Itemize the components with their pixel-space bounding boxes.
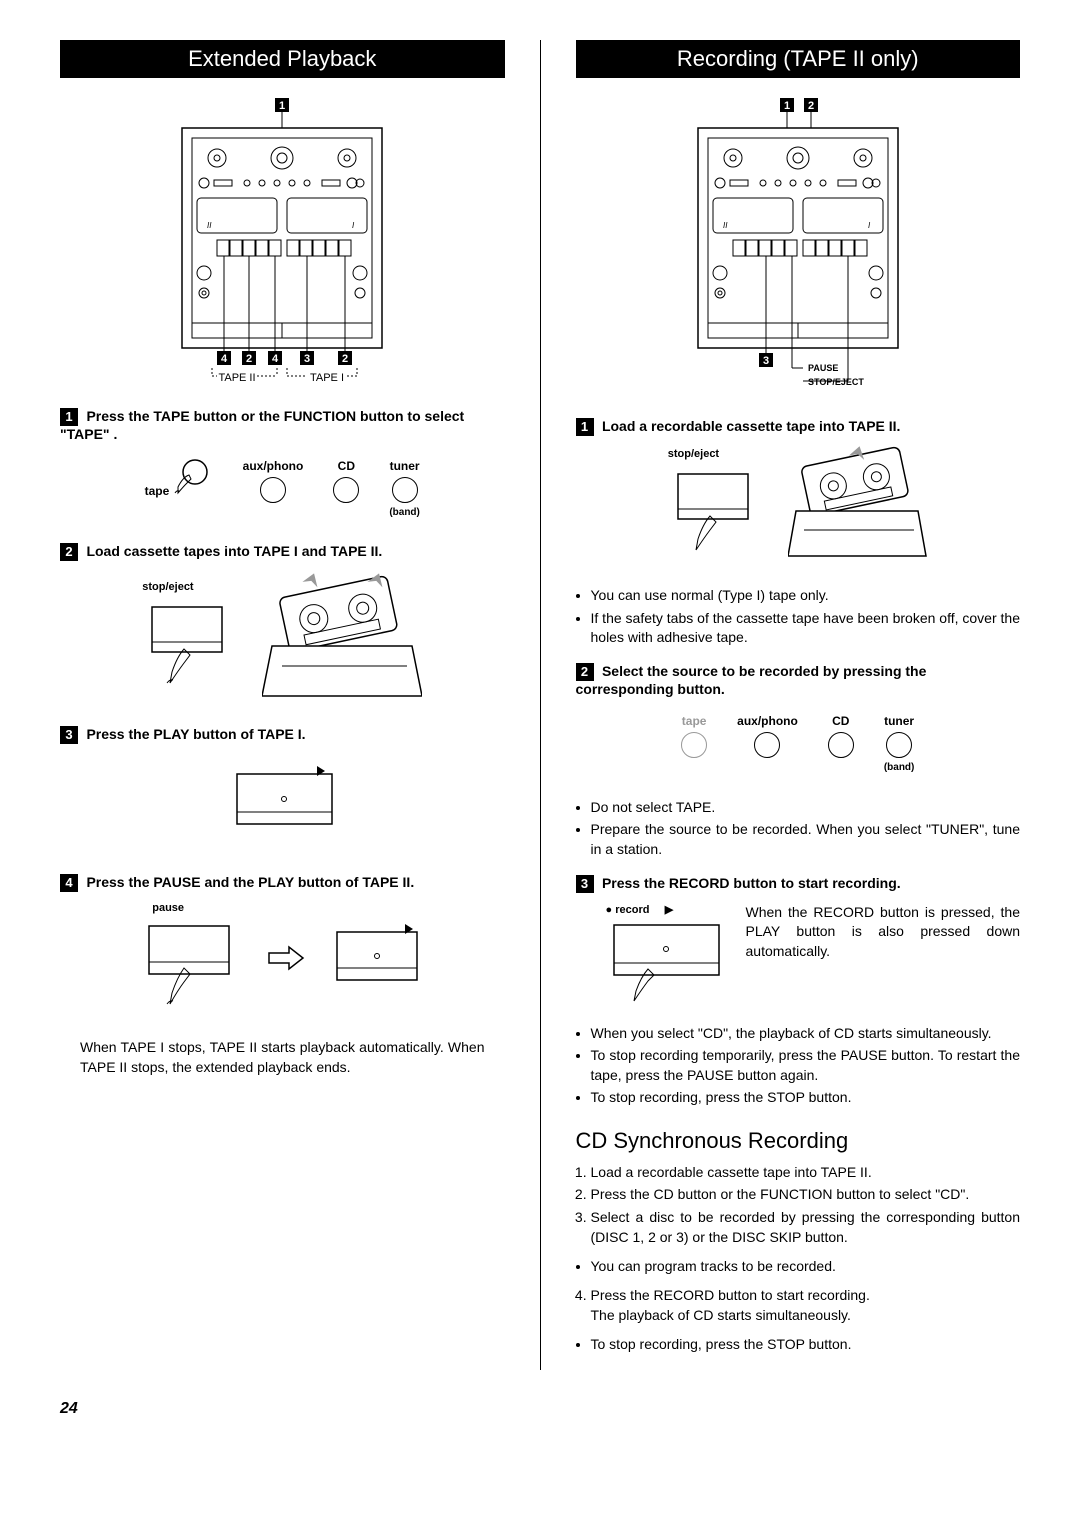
list-item: When you select "CD", the playback of CD… (591, 1024, 1021, 1044)
left-header: Extended Playback (60, 40, 505, 78)
list-item: Select a disc to be recorded by pressing… (591, 1207, 1021, 1248)
svg-text:4: 4 (272, 353, 279, 365)
left-step-4: 4 Press the PAUSE and the PLAY button of… (60, 874, 505, 892)
list-item: Load a recordable cassette tape into TAP… (591, 1162, 1021, 1182)
svg-text:II: II (723, 221, 728, 230)
step-number-icon: 3 (60, 726, 78, 744)
page-number: 24 (60, 1400, 1020, 1418)
cd-sync-bullet-2: To stop recording, press the STOP button… (591, 1335, 1021, 1355)
arrow-right-icon (267, 943, 307, 973)
left-column: Extended Playback 1 (60, 40, 505, 1370)
list-item: To stop recording, press the STOP button… (591, 1088, 1021, 1108)
list-item: You can use normal (Type I) tape only. (591, 586, 1021, 606)
list-item: If the safety tabs of the cassette tape … (591, 609, 1021, 648)
left-step-3: 3 Press the PLAY button of TAPE I. (60, 726, 505, 744)
right-header: Recording (TAPE II only) (576, 40, 1021, 78)
cd-sync-bullet: You can program tracks to be recorded. (591, 1257, 1021, 1277)
tape-button-disabled: tape (681, 714, 707, 758)
svg-text:I: I (868, 221, 871, 230)
aux-button: aux/phono (243, 459, 304, 503)
step-text: Load a recordable cassette tape into TAP… (602, 418, 901, 434)
cassette-open-icon (788, 446, 928, 561)
svg-text:PAUSE: PAUSE (808, 363, 838, 373)
step-text: Press the PAUSE and the PLAY button of T… (86, 874, 414, 890)
svg-text:TAPE I: TAPE I (310, 372, 344, 384)
list-item: Press the CD button or the FUNCTION butt… (591, 1184, 1021, 1204)
right-bullets-3: When you select "CD", the playback of CD… (591, 1024, 1021, 1108)
right-column: Recording (TAPE II only) 1 2 II (576, 40, 1021, 1370)
right-device-diagram: 1 2 II I (576, 98, 1021, 403)
right-step-2: 2 Select the source to be recorded by pr… (576, 663, 1021, 699)
cd-button: CD (828, 714, 854, 758)
right-step-1: 1 Load a recordable cassette tape into T… (576, 418, 1021, 436)
function-buttons-row: tape aux/phono CD tuner (band) (60, 459, 505, 518)
right-bullets-1: You can use normal (Type I) tape only. I… (591, 586, 1021, 648)
left-device-diagram: 1 II I (60, 98, 505, 393)
svg-text:1: 1 (279, 100, 285, 112)
svg-text:I: I (352, 221, 355, 230)
list-item: To stop recording temporarily, press the… (591, 1046, 1021, 1085)
play-button-illustration (60, 754, 505, 849)
step-number-icon: 1 (60, 408, 78, 426)
step-text: Select the source to be recorded by pres… (576, 663, 927, 697)
record-illustration-row: ● record ▶ When the RECORD button is pre… (606, 903, 1021, 1009)
svg-text:TAPE II: TAPE II (219, 372, 256, 384)
tuner-button: tuner (band) (389, 459, 420, 518)
tape-button: tape (145, 459, 213, 498)
load-cassette-illustration: stop/eject (60, 571, 505, 701)
right-bullets-2: Do not select TAPE. Prepare the source t… (591, 798, 1021, 860)
svg-text:1: 1 (784, 100, 790, 112)
source-buttons-row: tape aux/phono CD tuner (band) (576, 714, 1021, 773)
list-item: To stop recording, press the STOP button… (591, 1335, 1021, 1355)
cassette-open-icon (262, 571, 422, 701)
step-number-icon: 2 (60, 543, 78, 561)
list-item: Prepare the source to be recorded. When … (591, 820, 1021, 859)
svg-text:3: 3 (304, 353, 310, 365)
tuner-button: tuner (band) (884, 714, 915, 773)
step-text: Press the PLAY button of TAPE I. (86, 726, 305, 742)
aux-button: aux/phono (737, 714, 798, 758)
step-number-icon: 2 (576, 663, 594, 681)
left-step-2: 2 Load cassette tapes into TAPE I and TA… (60, 543, 505, 561)
cd-sync-list-4: Press the RECORD button to start recordi… (591, 1285, 1021, 1326)
left-footnote: When TAPE I stops, TAPE II starts playba… (80, 1038, 485, 1077)
left-step-1: 1 Press the TAPE button or the FUNCTION … (60, 408, 505, 444)
step-text: Press the TAPE button or the FUNCTION bu… (60, 408, 464, 442)
svg-text:STOP/EJECT: STOP/EJECT (808, 377, 864, 387)
svg-text:3: 3 (763, 355, 769, 367)
cd-button: CD (333, 459, 359, 503)
right-step-3: 3 Press the RECORD button to start recor… (576, 875, 1021, 893)
pause-play-illustration: pause (60, 902, 505, 1013)
list-item: You can program tracks to be recorded. (591, 1257, 1021, 1277)
cd-sync-heading: CD Synchronous Recording (576, 1128, 1021, 1154)
record-note: When the RECORD button is pressed, the P… (746, 903, 1021, 962)
list-item: Do not select TAPE. (591, 798, 1021, 818)
svg-text:2: 2 (342, 353, 348, 365)
list-item: Press the RECORD button to start recordi… (591, 1285, 1021, 1326)
svg-text:2: 2 (246, 353, 252, 365)
svg-text:II: II (207, 221, 212, 230)
step-number-icon: 4 (60, 874, 78, 892)
cd-sync-list: Load a recordable cassette tape into TAP… (591, 1162, 1021, 1247)
step-number-icon: 1 (576, 418, 594, 436)
step-text: Press the RECORD button to start recordi… (602, 875, 901, 891)
step-number-icon: 3 (576, 875, 594, 893)
svg-text:2: 2 (808, 100, 814, 112)
svg-text:4: 4 (221, 353, 228, 365)
step-text: Load cassette tapes into TAPE I and TAPE… (86, 543, 382, 559)
column-divider (540, 40, 541, 1370)
load-recordable-illustration: stop/eject (576, 446, 1021, 561)
page-columns: Extended Playback 1 (60, 40, 1020, 1370)
